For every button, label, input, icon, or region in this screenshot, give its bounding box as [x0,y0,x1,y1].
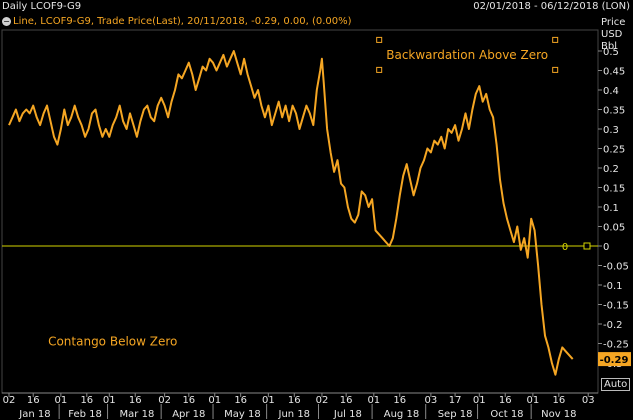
x-tick-label: 01 [55,395,68,406]
x-tick-label: 16 [80,395,93,406]
y-tick-label: 0.2 [603,164,619,175]
month-label: Oct 18 [490,409,523,420]
y-tick-label: -0.15 [603,301,629,312]
y-tick-label: -0.2 [603,320,623,331]
zero-line-label: 0 [562,242,568,253]
month-label: Aug 18 [384,409,419,420]
y-axis-unit-line: USD [601,29,623,40]
y-tick-label: 0.35 [603,106,625,117]
x-tick-label: 16 [182,395,195,406]
chart-header: Daily LCOF9-G9 02/01/2018 - 06/12/2018 (… [0,0,633,14]
annotation-handle [552,36,559,43]
month-label: Jul 18 [333,409,362,420]
month-label: Jun 18 [278,409,311,420]
annotation-handle [376,36,383,43]
y-tick-label: 0.25 [603,145,625,156]
last-value-label: -0.29 [600,355,629,366]
month-label: Apr 18 [172,409,205,420]
y-tick-label: 0.15 [603,184,625,195]
minus-sign-icon[interactable]: − [2,16,11,26]
y-tick-label: 0 [603,242,609,253]
date-range[interactable]: 02/01/2018 - 06/12/2018 (LON) [473,1,630,12]
x-tick-label: 01 [208,395,221,406]
x-tick-label: 01 [473,395,486,406]
y-tick-label: -0.1 [603,281,623,292]
month-label: Mar 18 [120,409,155,420]
month-label: Feb 18 [68,409,102,420]
series-legend[interactable]: − Line, LCOF9-G9, Trade Price(Last), 20/1… [2,16,352,27]
x-tick-label: 17 [449,395,462,406]
x-tick-label: 03 [582,395,595,406]
annotation-handle [552,66,559,73]
x-tick-label: 16 [393,395,406,406]
y-axis-unit-line: Bbl [601,41,617,52]
x-tick-label: 02 [3,395,16,406]
x-tick-label: 01 [103,395,116,406]
month-label: Sep 18 [438,409,473,420]
x-tick-label: 01 [262,395,275,406]
y-tick-label: 0.1 [603,203,619,214]
x-tick-label: 16 [499,395,512,406]
annotation-handle [376,66,383,73]
y-tick-label: 0.45 [603,67,625,78]
x-tick-label: 03 [425,395,438,406]
x-tick-label: 01 [367,395,380,406]
chart-annotation: Backwardation Above Zero [386,48,548,62]
y-tick-label: 0.5 [603,47,619,58]
month-label: May 18 [224,409,261,420]
legend-text: LCOF9-G9, Trade Price(Last), 20/11/2018,… [40,16,352,27]
x-tick-label: 02 [158,395,171,406]
auto-scale-button[interactable]: Auto [601,378,631,391]
y-tick-label: 0.4 [603,86,619,97]
legend-prefix: Line, [13,16,41,27]
y-tick-label: 0.3 [603,125,619,136]
y-tick-label: -0.25 [603,340,629,351]
x-tick-label: 02 [316,395,329,406]
y-tick-label: -0.05 [603,262,629,273]
x-tick-label: 01 [527,395,540,406]
chart-annotation: Contango Below Zero [48,335,177,349]
x-tick-label: 16 [234,395,247,406]
y-axis-unit-line: Price [601,17,626,28]
x-tick-label: 16 [27,395,40,406]
y-tick-label: 0.05 [603,223,625,234]
last-value-badge [598,352,631,367]
x-tick-label: 16 [129,395,142,406]
y-axis-unit-label: Price USD Bbl [601,17,625,53]
x-tick-label: 16 [340,395,353,406]
month-label: Jan 18 [18,409,50,420]
zero-line-handle [583,242,591,250]
chart-title: Daily LCOF9-G9 [2,1,82,12]
month-label: Nov 18 [541,409,576,420]
series-line [8,50,574,376]
x-tick-label: 16 [552,395,565,406]
x-tick-label: 16 [288,395,301,406]
